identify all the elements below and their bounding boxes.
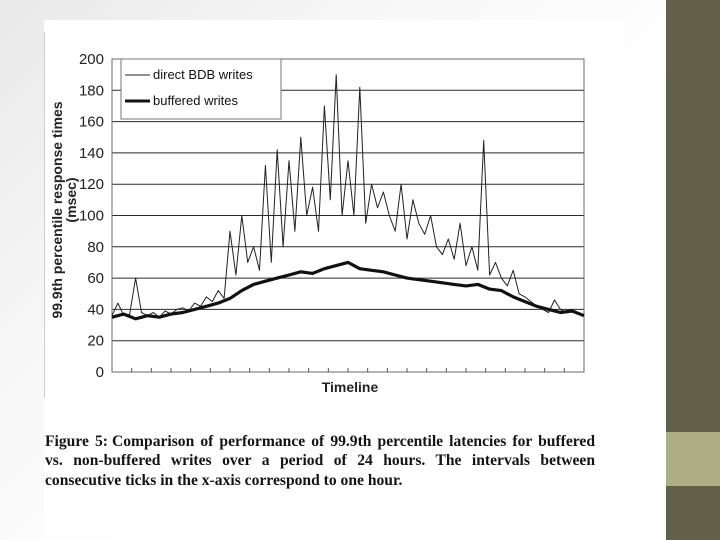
y-axis-tick-labels: 0 20 40 60 80 100 120 140 160 180 200 bbox=[79, 51, 104, 381]
slide-side-band-accent bbox=[666, 432, 720, 486]
series-line-buffered-writes bbox=[111, 260, 585, 321]
chart-series bbox=[111, 74, 585, 321]
latency-chart: 0 20 40 60 80 100 120 140 160 180 200 direct BDB w… bbox=[49, 51, 585, 395]
figure-caption-label: Figure 5: bbox=[45, 433, 108, 450]
y-axis-label-line1: 99.9th percentile response times bbox=[49, 101, 65, 318]
y-tick-label: 200 bbox=[79, 51, 104, 68]
legend-box bbox=[120, 58, 282, 120]
figure-left-rule bbox=[44, 32, 45, 398]
y-tick-label: 120 bbox=[79, 176, 104, 193]
y-axis-label-line2: (msec) bbox=[63, 177, 79, 222]
y-tick-label: 0 bbox=[96, 364, 104, 381]
y-tick-label: 180 bbox=[79, 82, 104, 99]
figure-caption: Figure 5: Comparison of performance of 99… bbox=[45, 432, 595, 490]
legend-label-direct: direct BDB writes bbox=[153, 67, 253, 82]
chart-legend: direct BDB writes buffered writes bbox=[120, 58, 282, 120]
legend-label-buffered: buffered writes bbox=[153, 93, 239, 108]
y-tick-label: 140 bbox=[79, 145, 104, 162]
y-tick-label: 80 bbox=[87, 239, 104, 256]
y-tick-label: 160 bbox=[79, 114, 104, 131]
y-tick-label: 100 bbox=[79, 208, 104, 225]
x-axis-label: Timeline bbox=[322, 379, 379, 395]
y-tick-label: 20 bbox=[87, 333, 104, 350]
y-tick-label: 60 bbox=[87, 270, 104, 287]
figure-caption-text: Comparison of performance of 99.9th perc… bbox=[45, 433, 595, 489]
series-line-direct-bdb-writes bbox=[111, 74, 585, 318]
x-axis-ticks bbox=[131, 368, 565, 372]
y-tick-label: 40 bbox=[87, 301, 104, 318]
